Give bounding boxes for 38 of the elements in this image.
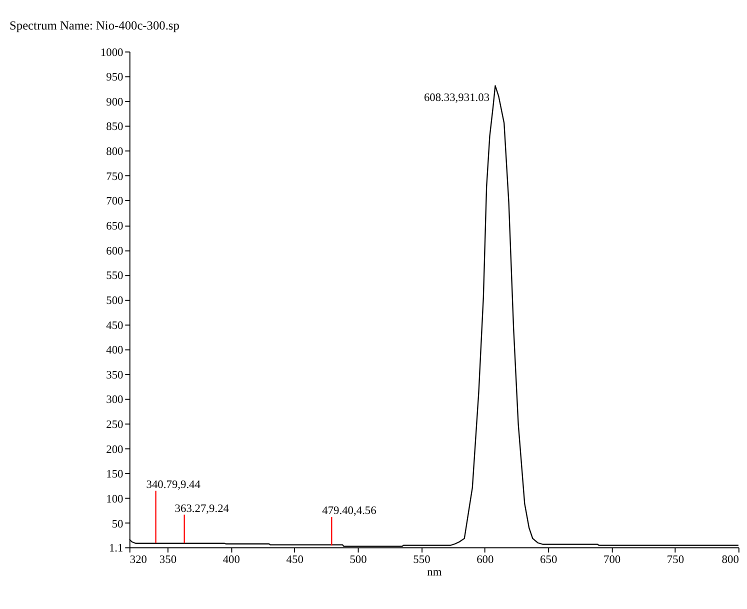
y-tick-label: 800 <box>106 146 124 158</box>
y-tick-label: 100 <box>106 493 124 506</box>
y-tick-label: 550 <box>106 270 124 282</box>
x-tick-label: 400 <box>222 554 240 566</box>
x-axis-title: nm <box>427 566 442 578</box>
x-tick-label: 350 <box>159 554 177 566</box>
y-tick-label: 1000 <box>100 46 124 59</box>
x-tick-label: 320 <box>130 554 148 566</box>
x-tick-label: 700 <box>603 554 621 566</box>
y-tick-label: 300 <box>106 394 124 406</box>
y-tick-label: 1.1 <box>108 542 124 555</box>
y-tick-label: 700 <box>106 196 124 208</box>
y-tick-label: 850 <box>106 121 124 134</box>
y-tick-label: 900 <box>106 96 124 108</box>
y-tick-label: 250 <box>106 419 124 432</box>
annotation: 608.33,931.03 <box>424 92 490 104</box>
y-tick-label: 200 <box>106 444 124 456</box>
x-tick-label: 750 <box>666 554 684 566</box>
x-tick-label: 600 <box>476 554 494 566</box>
chart-title: Spectrum Name: Nio-400c-300.sp <box>10 18 180 33</box>
y-tick-label: 350 <box>106 369 124 382</box>
y-tick-label: 500 <box>106 294 124 307</box>
x-tick-label: 550 <box>413 554 431 566</box>
x-tick-label: 800 <box>722 554 740 566</box>
x-tick-label: 650 <box>540 554 558 566</box>
y-tick-label: 450 <box>106 320 124 332</box>
annotation: 479.40,4.56 <box>322 505 377 518</box>
y-tick-label: 50 <box>112 518 124 530</box>
y-tick-label: 600 <box>106 245 124 258</box>
y-tick-label: 650 <box>106 220 124 233</box>
annotation: 340.79,9.44 <box>146 478 201 491</box>
y-tick-label: 750 <box>106 170 124 183</box>
annotation: 363.27,9.24 <box>174 502 230 515</box>
y-tick-label: 150 <box>106 468 124 481</box>
x-tick-label: 500 <box>350 554 368 566</box>
y-tick-label: 400 <box>106 344 124 357</box>
x-tick-label: 450 <box>286 554 304 566</box>
y-tick-label: 950 <box>106 72 124 84</box>
